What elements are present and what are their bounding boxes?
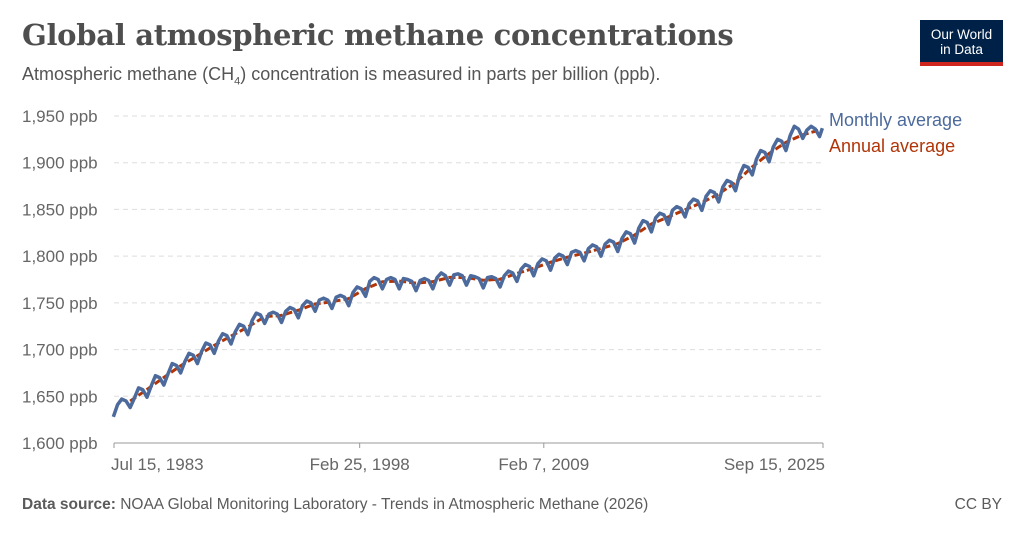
logo-line: Our World — [930, 27, 993, 42]
x-tick-label: Jul 15, 1983 — [111, 455, 204, 474]
subtitle-subscript: 4 — [234, 75, 241, 88]
annual-average-line — [129, 128, 820, 403]
y-tick-label: 1,800 ppb — [22, 247, 98, 266]
y-tick-label: 1,750 ppb — [22, 294, 98, 313]
chart-title: Global atmospheric methane concentration… — [22, 18, 734, 52]
x-tick-label: Feb 7, 2009 — [498, 455, 589, 474]
owid-logo[interactable]: Our World in Data — [920, 20, 1003, 66]
x-tick-label: Feb 25, 1998 — [310, 455, 410, 474]
y-tick-label: 1,950 ppb — [22, 107, 98, 126]
y-tick-label: 1,600 ppb — [22, 434, 98, 453]
y-tick-label: 1,700 ppb — [22, 341, 98, 360]
source-label: Data source: — [22, 496, 116, 513]
subtitle-part: Atmospheric methane (CH — [22, 64, 235, 84]
logo-line: in Data — [940, 42, 983, 57]
y-tick-label: 1,850 ppb — [22, 200, 98, 219]
data-source: Data source: NOAA Global Monitoring Labo… — [22, 496, 648, 514]
monthly-average-line — [111, 124, 825, 418]
legend-monthly-average: Monthly average — [829, 110, 962, 130]
y-tick-label: 1,900 ppb — [22, 154, 98, 173]
subtitle-part: ) concentration is measured in parts per… — [240, 64, 661, 84]
x-tick-label: Sep 15, 2025 — [724, 455, 825, 474]
legend-annual-average: Annual average — [829, 136, 955, 156]
chart-subtitle: Atmospheric methane (CH4) concentration … — [22, 64, 660, 88]
license[interactable]: CC BY — [954, 496, 1002, 513]
y-tick-label: 1,650 ppb — [22, 387, 98, 406]
source-text: NOAA Global Monitoring Laboratory - Tren… — [115, 496, 649, 513]
